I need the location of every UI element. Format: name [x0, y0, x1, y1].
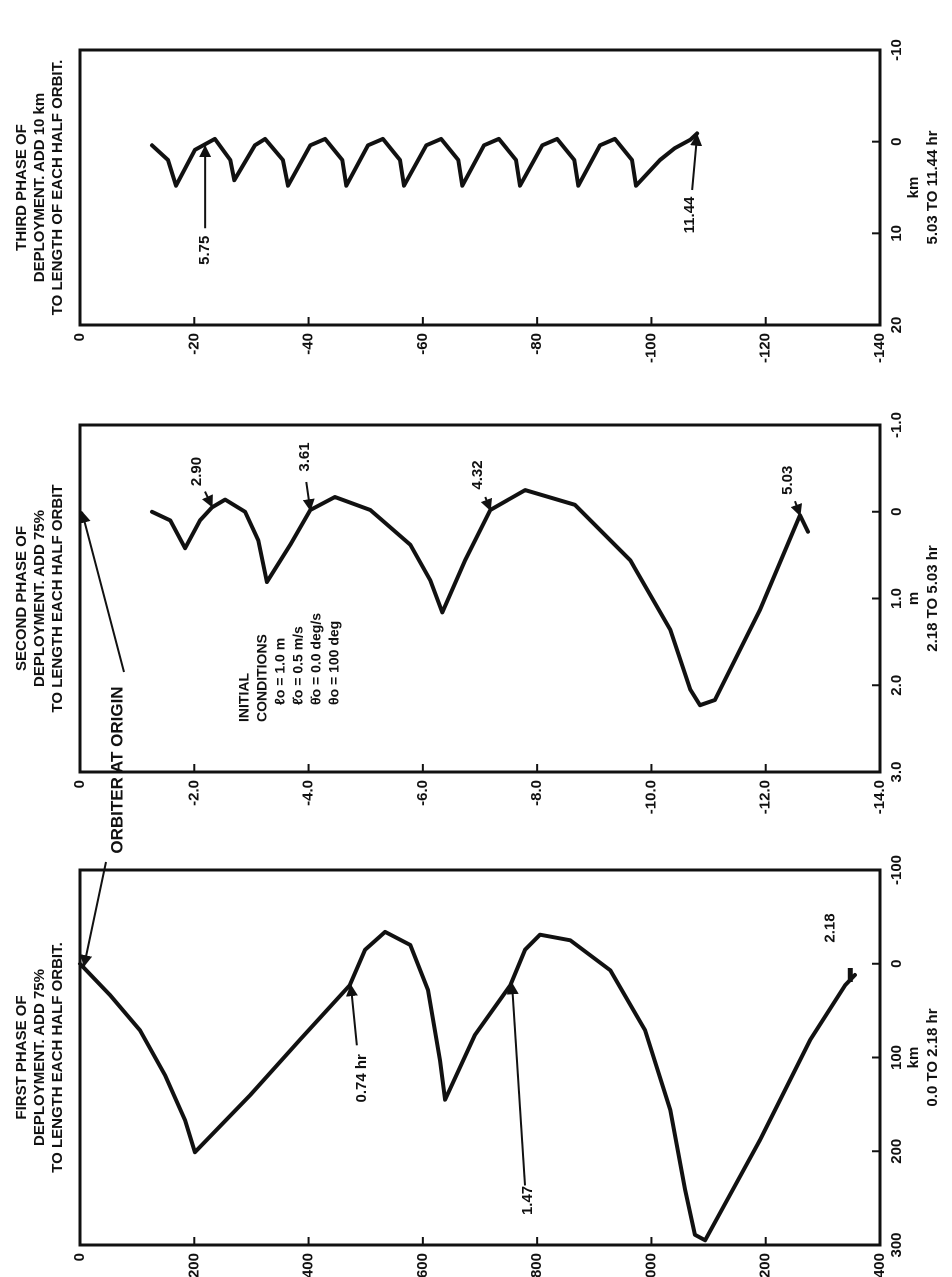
y-tick-label: -1200 [757, 1253, 774, 1277]
annotation-arrow [302, 481, 315, 512]
callout-arrow [80, 861, 107, 968]
x-tick-label: 3.0 [888, 762, 905, 783]
x-tick-label: 10 [888, 225, 905, 242]
y-tick-label: -140 [871, 333, 888, 363]
initial-conditions: ℓ̇o = 0.5 m/s [290, 626, 306, 705]
y-tick-label: -4.0 [300, 780, 317, 806]
chart-title: SECOND PHASE OF [13, 526, 30, 671]
y-tick-label: -600 [414, 1253, 431, 1277]
annotation: 1.47 [519, 1186, 536, 1215]
annotation: 11.44 [681, 196, 698, 233]
chart-title: THIRD PHASE OF [13, 124, 30, 251]
y-tick-label: 0 [71, 1253, 88, 1261]
y-tick-label: -2.0 [185, 780, 202, 806]
annotation-arrow [790, 500, 803, 517]
x-tick-label: 200 [888, 1139, 905, 1164]
chart-title: TO LENGTH EACH HALF ORBIT [49, 484, 66, 712]
x-tick-label: -100 [888, 855, 905, 885]
plot-frame [78, 868, 882, 1247]
chart-title: DEPLOYMENT. ADD 10 km [31, 93, 48, 283]
initial-conditions: θ̇o = 0.0 deg/s [308, 613, 324, 705]
y-tick-label: -100 [642, 333, 659, 363]
annotation: 5.75 [196, 236, 213, 265]
x-axis-label: m [905, 592, 922, 605]
annotation-arrow [690, 133, 703, 191]
y-tick-label: 0 [71, 780, 88, 788]
x-tick-label: 1.0 [888, 588, 905, 609]
chart-title: FIRST PHASE OF [13, 995, 30, 1119]
x-axis-label: 0.0 TO 2.18 hr [924, 1008, 941, 1106]
x-axis-label: km [905, 177, 922, 199]
y-tick-label: 0 [71, 333, 88, 341]
callout: ORBITER AT ORIGIN [107, 686, 126, 853]
x-axis-label: km [905, 1047, 922, 1069]
chart-title: TO LENGTH OF EACH HALF ORBIT. [49, 60, 66, 316]
y-tick-label: -800 [528, 1253, 545, 1277]
annotation-arrow [480, 496, 493, 512]
y-tick-label: -1400 [871, 1253, 888, 1277]
x-tick-label: -1.0 [888, 412, 905, 438]
trajectory-line [78, 929, 857, 1243]
x-axis-label: 5.03 TO 11.44 hr [924, 130, 941, 244]
initial-conditions: ℓo = 1.0 m [272, 638, 288, 705]
y-tick-label: -200 [185, 1253, 202, 1277]
plot-frame [78, 48, 882, 327]
annotation-arrow [201, 491, 213, 508]
trajectory-line [150, 488, 810, 708]
x-tick-label: -10 [888, 39, 905, 61]
annotation-arrow [345, 984, 358, 1046]
x-axis-label: 2.18 TO 5.03 hr [924, 545, 941, 652]
initial-conditions: CONDITIONS [254, 634, 270, 722]
y-tick-label: -120 [757, 333, 774, 363]
annotation: 2.90 [188, 457, 205, 486]
y-tick-label: -20 [185, 333, 202, 355]
y-tick-label: -6.0 [414, 780, 431, 806]
y-tick-label: -8.0 [528, 780, 545, 806]
annotation: 4.32 [469, 460, 486, 489]
trajectory-line [150, 131, 700, 188]
annotation: 3.61 [296, 442, 313, 471]
x-tick-label: 100 [888, 1045, 905, 1070]
annotation-arrow [506, 982, 526, 1186]
y-tick-label: -80 [528, 333, 545, 355]
chart-title: TO LENGTH EACH HALF ORBIT. [49, 942, 66, 1173]
x-tick-label: 0 [888, 960, 905, 968]
annotation: 5.03 [779, 466, 796, 495]
y-tick-label: -1000 [642, 1253, 659, 1277]
chart-title: DEPLOYMENT. ADD 75% [31, 969, 48, 1146]
callout-arrow [78, 510, 125, 673]
y-tick-label: -40 [300, 333, 317, 355]
y-tick-label: -12.0 [757, 780, 774, 814]
annotation: 0.74 hr [353, 1054, 370, 1103]
x-tick-label: 300 [888, 1232, 905, 1257]
x-tick-label: 0 [888, 508, 905, 516]
y-tick-label: -400 [300, 1253, 317, 1277]
x-tick-label: 2.0 [888, 675, 905, 696]
annotation: 2.18 [821, 913, 838, 942]
y-tick-label: -60 [414, 333, 431, 355]
chart-title: DEPLOYMENT. ADD 75% [31, 510, 48, 687]
initial-conditions: θo = 100 deg [326, 621, 342, 705]
y-tick-label: -14.0 [871, 780, 888, 814]
y-tick-label: -10.0 [642, 780, 659, 814]
initial-conditions: INITIAL [236, 673, 252, 722]
x-tick-label: 20 [888, 317, 905, 334]
x-tick-label: 0 [888, 137, 905, 145]
